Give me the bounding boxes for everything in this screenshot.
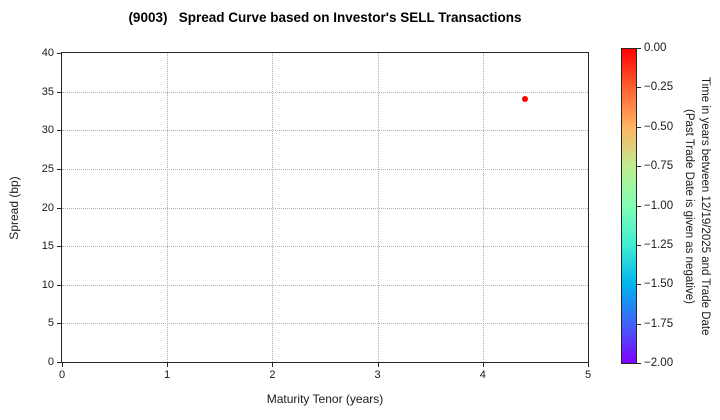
y-tick-label-25: 25 <box>41 162 54 175</box>
colorbar-label-line1: Time in years between 12/19/2025 and Tra… <box>699 76 711 336</box>
colorbar-tick-label-4: −1.00 <box>644 200 674 212</box>
y-tick-20 <box>57 207 61 209</box>
colorbar-tick-label-3: −0.75 <box>644 160 674 172</box>
colorbar-tick-label-0: 0.00 <box>644 42 667 54</box>
y-tick-5 <box>57 323 61 325</box>
x-tick-label-4: 4 <box>479 369 486 381</box>
gridline-y-5 <box>62 323 588 325</box>
colorbar-tick-4 <box>637 206 641 207</box>
x-tick-2 <box>272 363 274 367</box>
colorbar-tick-8 <box>637 363 641 364</box>
gridline-y-25 <box>62 168 588 170</box>
data-point-0 <box>521 96 528 103</box>
colorbar-tick-label-6: −1.50 <box>644 278 674 290</box>
colorbar-tick-label-5: −1.25 <box>644 239 674 251</box>
colorbar-tick-7 <box>637 324 641 325</box>
x-axis-label: Maturity Tenor (years) <box>266 392 384 406</box>
colorbar <box>621 48 637 364</box>
y-tick-0 <box>57 362 61 363</box>
colorbar-tick-3 <box>637 166 641 167</box>
x-tick-label-3: 3 <box>374 369 381 381</box>
y-tick-15 <box>57 246 61 248</box>
y-tick-label-10: 10 <box>41 278 54 291</box>
x-tick-label-2: 2 <box>269 369 276 381</box>
x-tick-label-5: 5 <box>584 369 592 381</box>
x-tick-0 <box>62 363 63 367</box>
chart-title: (9003) Spread Curve based on Investor's … <box>128 10 522 25</box>
colorbar-tick-5 <box>637 245 641 246</box>
y-tick-label-30: 30 <box>41 124 54 137</box>
x-tick-1 <box>167 363 169 367</box>
y-tick-10 <box>57 284 61 286</box>
x-tick-label-1: 1 <box>164 369 171 381</box>
y-tick-40 <box>57 53 61 54</box>
colorbar-label-line2: (Past Trade Date is given as negative) <box>683 108 695 304</box>
colorbar-tick-1 <box>637 87 641 88</box>
x-tick-label-0: 0 <box>58 369 66 381</box>
gridline-y-35 <box>62 91 588 93</box>
y-tick-25 <box>57 168 61 170</box>
colorbar-tick-2 <box>637 127 641 128</box>
colorbar-tick-label-7: −1.75 <box>644 318 674 330</box>
y-axis-label: Spread (bp) <box>7 176 21 240</box>
colorbar-tick-label-1: −0.25 <box>644 81 674 93</box>
y-tick-label-40: 40 <box>41 47 54 59</box>
gridline-y-20 <box>62 207 588 209</box>
colorbar-tick-0 <box>637 48 641 49</box>
x-tick-5 <box>588 363 589 367</box>
colorbar-tick-label-2: −0.50 <box>644 121 674 133</box>
gridline-y-30 <box>62 130 588 132</box>
plot-area <box>61 52 589 363</box>
x-tick-3 <box>377 363 379 367</box>
y-tick-label-15: 15 <box>41 240 54 253</box>
y-tick-label-5: 5 <box>47 317 54 330</box>
y-tick-label-35: 35 <box>41 85 54 98</box>
y-tick-35 <box>57 91 61 93</box>
colorbar-label: Time in years between 12/19/2025 and Tra… <box>679 47 713 365</box>
gridline-y-15 <box>62 246 588 248</box>
colorbar-tick-label-8: −2.00 <box>644 357 674 369</box>
colorbar-tick-6 <box>637 284 641 285</box>
y-tick-label-0: 0 <box>47 356 54 368</box>
gridline-y-10 <box>62 284 588 286</box>
y-tick-30 <box>57 130 61 132</box>
x-tick-4 <box>482 363 484 367</box>
y-tick-label-20: 20 <box>41 201 54 214</box>
